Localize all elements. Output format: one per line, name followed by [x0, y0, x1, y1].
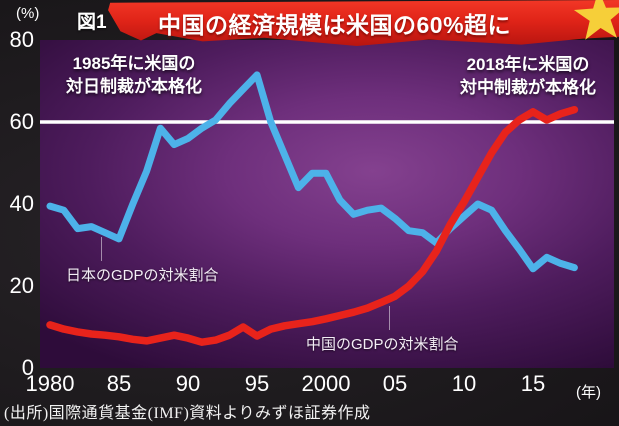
- japan-series-label: 日本のGDPの対米割合: [66, 267, 219, 284]
- china-gdp-line: [46, 105, 579, 346]
- china-label-leader-line: [389, 306, 390, 330]
- x-tick-2000: 2000: [301, 371, 351, 396]
- annotation-china-sanctions: 2018年に米国の 対中制裁が本格化: [440, 53, 616, 99]
- annotation-china-line1: 2018年に米国の: [466, 55, 590, 74]
- chart-title: 中国の経済規模は米国の60%超に: [158, 12, 512, 38]
- annotation-china-line2: 対中制裁が本格化: [460, 78, 596, 97]
- x-axis-tick-labels: 1980 85 90 95 2000 05 10 15: [26, 371, 614, 397]
- y-axis-unit-label: (%): [16, 5, 40, 22]
- x-tick-15: 15: [520, 371, 546, 396]
- annotation-japan-line2: 対日制裁が本格化: [66, 77, 202, 96]
- line-chart: [40, 71, 614, 346]
- plot-area: 1985年に米国の 対日制裁が本格化 2018年に米国の 対中制裁が本格化 日本…: [40, 40, 614, 368]
- annotation-japan-sanctions: 1985年に米国の 対日制裁が本格化: [48, 52, 220, 98]
- source-attribution: (出所)国際通貨基金(IMF)資料よりみずほ証券作成: [4, 405, 371, 422]
- figure-number-label: 図1: [77, 12, 107, 33]
- y-tick-80: 80: [9, 27, 34, 52]
- title-banner: [108, 0, 619, 46]
- y-tick-40: 40: [9, 191, 34, 216]
- china-series-label: 中国のGDPの対米割合: [306, 336, 459, 353]
- x-tick-95: 95: [244, 371, 270, 396]
- japan-gdp-line: [46, 71, 578, 273]
- x-axis-unit-label: (年): [576, 384, 601, 401]
- x-tick-05: 05: [382, 371, 408, 396]
- x-tick-85: 85: [106, 371, 132, 396]
- x-tick-1980: 1980: [25, 371, 75, 396]
- y-tick-20: 20: [9, 273, 34, 298]
- x-tick-10: 10: [451, 371, 477, 396]
- x-tick-90: 90: [175, 371, 201, 396]
- japan-label-leader-line: [101, 237, 102, 261]
- y-tick-0: 0: [21, 355, 34, 380]
- china-flag-star-icon: [573, 0, 619, 40]
- y-tick-60: 60: [9, 109, 34, 134]
- annotation-japan-line1: 1985年に米国の: [72, 54, 196, 73]
